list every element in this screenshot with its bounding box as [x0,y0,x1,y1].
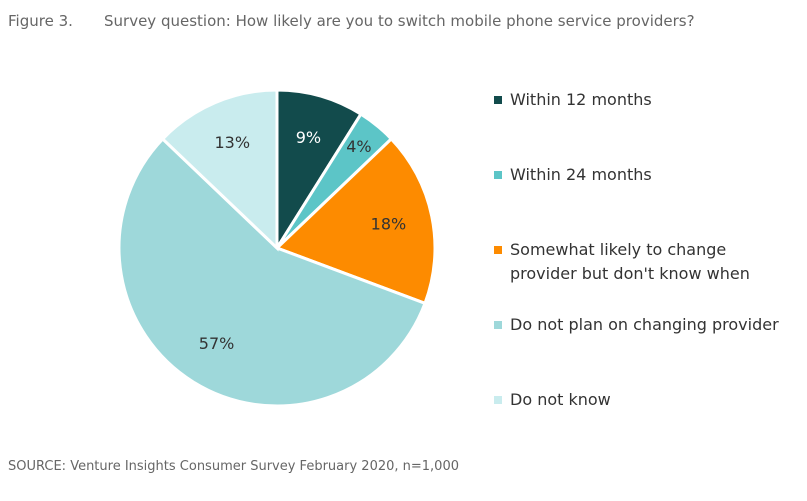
data-label: 18% [371,215,407,234]
legend-item: Within 24 months [494,163,785,187]
legend-item: Within 12 months [494,88,785,112]
source: SOURCE: Venture Insights Consumer Survey… [8,459,459,474]
pie-slice [160,88,279,252]
legend-swatch [494,96,502,104]
pie-slice [275,88,363,254]
legend-label: Within 12 months [510,90,652,109]
legend-label: Somewhat likely to change provider but d… [510,240,750,283]
legend-swatch [494,321,502,329]
legend-label: Do not plan on changing provider [510,315,779,334]
legend-label: Do not know [510,390,611,409]
legend-swatch [494,396,502,404]
legend-item: Somewhat likely to change provider but d… [494,238,785,286]
data-label: 4% [346,137,371,156]
legend-label: Within 24 months [510,165,652,184]
figure-label: Figure 3. [8,12,73,30]
legend-swatch [494,171,502,179]
legend-swatch [494,246,502,254]
legend-item: Do not plan on changing provider [494,313,785,337]
data-label: 57% [199,334,235,353]
chart-title: Survey question: How likely are you to s… [104,12,695,30]
data-label: 13% [214,133,250,152]
legend-item: Do not know [494,388,785,412]
pie-slice [117,136,427,408]
data-label: 9% [296,128,321,147]
